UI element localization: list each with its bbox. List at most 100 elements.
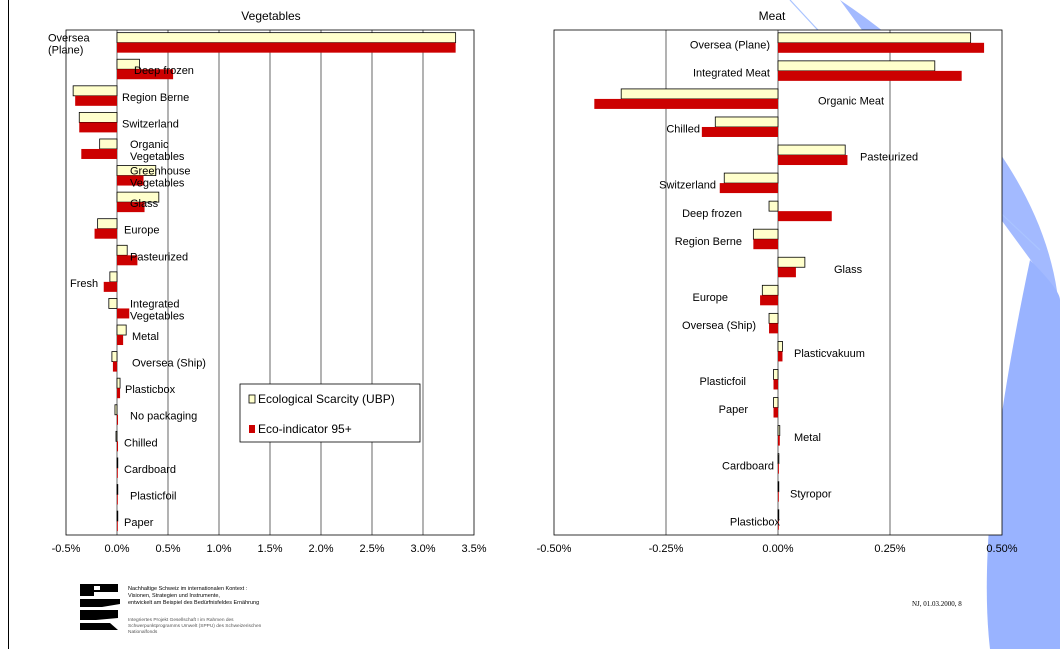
footer-line: entwickelt am Beispiel des Bedürfnisfeld… bbox=[128, 600, 260, 606]
bar-ubp bbox=[777, 32, 972, 44]
bar-eco bbox=[117, 69, 174, 80]
category-label: Deep frozen bbox=[134, 65, 194, 77]
chart-title: Meat bbox=[759, 9, 786, 23]
bar-eco bbox=[117, 202, 145, 213]
bar-ubp bbox=[78, 111, 118, 123]
bar-eco bbox=[75, 95, 117, 106]
bar-eco bbox=[778, 491, 779, 502]
footer-line: Schwerpunktprogramms Umwelt (SPPU) des S… bbox=[128, 624, 262, 629]
category-label: Metal bbox=[132, 331, 159, 343]
bar-ubp bbox=[116, 244, 128, 256]
bar-ubp bbox=[777, 453, 780, 465]
bar-ubp bbox=[109, 271, 118, 283]
legend-swatch-ubp bbox=[248, 394, 256, 404]
x-tick-label: 0.50% bbox=[986, 543, 1017, 555]
project-logo bbox=[80, 584, 120, 630]
bar-ubp bbox=[99, 138, 118, 150]
category-labels: Oversea(Plane) Deep frozen Region Berne Swi… bbox=[48, 33, 206, 529]
x-tick-label: 2.5% bbox=[359, 543, 384, 555]
category-label: Organic Meat bbox=[818, 96, 884, 108]
bar-eco bbox=[773, 379, 778, 390]
category-label: Europe bbox=[124, 225, 159, 237]
bar-eco bbox=[117, 521, 118, 532]
category-label: Vegetables bbox=[130, 178, 185, 190]
category-label: Organic bbox=[130, 139, 169, 151]
bar-ubp bbox=[777, 144, 846, 156]
bar-eco bbox=[117, 441, 119, 452]
bar-ubp bbox=[115, 430, 118, 442]
bar-ubp bbox=[108, 298, 118, 309]
x-tick-label: -0.5% bbox=[52, 543, 81, 555]
bar-ubp bbox=[714, 116, 779, 128]
category-label: Oversea (Plane) bbox=[690, 39, 770, 51]
category-label: Oversea (Ship) bbox=[682, 320, 756, 332]
category-label: Fresh bbox=[70, 278, 98, 290]
bar-eco bbox=[769, 323, 778, 334]
bar-eco bbox=[103, 281, 117, 292]
x-tick-label: 0.0% bbox=[104, 543, 129, 555]
category-label: Integrated Meat bbox=[693, 67, 770, 79]
category-label: Europe bbox=[693, 292, 728, 304]
bar-eco bbox=[778, 435, 780, 446]
category-label: Cardboard bbox=[124, 464, 176, 476]
bar-ubp bbox=[752, 228, 779, 240]
category-label: Plasticbox bbox=[730, 516, 781, 528]
x-tick-label: 0.25% bbox=[874, 543, 905, 555]
grid-lines bbox=[665, 30, 891, 535]
bar-eco bbox=[94, 228, 117, 239]
bar-eco bbox=[778, 351, 783, 362]
category-label: Switzerland bbox=[122, 118, 179, 130]
bar-eco bbox=[117, 494, 118, 505]
bar-ubp bbox=[768, 312, 779, 324]
bars-group bbox=[594, 32, 985, 530]
category-label: (Plane) bbox=[48, 45, 83, 57]
bar-ubp bbox=[116, 484, 119, 495]
x-tick-label: 2.0% bbox=[308, 543, 333, 555]
bar-eco bbox=[112, 361, 117, 372]
category-label: Paper bbox=[124, 517, 154, 529]
bar-ubp bbox=[72, 85, 118, 97]
bar-ubp bbox=[620, 88, 779, 100]
meat-chart: Meat Oversea (Plane) Integrated Meat Organ… bbox=[537, 9, 1018, 555]
bar-eco bbox=[594, 98, 778, 109]
footer-line: Nachhaltige Schweiz im internationalen K… bbox=[128, 586, 248, 592]
category-label: Glass bbox=[130, 198, 159, 210]
bar-eco bbox=[117, 414, 119, 425]
category-label: Switzerland bbox=[659, 180, 716, 192]
category-label: Chilled bbox=[124, 437, 158, 449]
bar-eco bbox=[117, 42, 456, 53]
slide-border-line bbox=[8, 0, 9, 649]
category-labels: Oversea (Plane) Integrated Meat Organic Me… bbox=[659, 39, 918, 528]
bar-eco bbox=[117, 335, 124, 346]
category-label: Styropor bbox=[790, 488, 832, 500]
bar-eco bbox=[117, 255, 138, 266]
bar-ubp bbox=[777, 60, 936, 72]
category-label: Glass bbox=[834, 264, 863, 276]
footer-line: Visionen, Strategien und Instrumente, bbox=[128, 593, 220, 599]
vegetables-chart: Vegetables Oversea(Plane) Deep frozen Regi… bbox=[48, 9, 487, 555]
bar-eco bbox=[778, 519, 779, 530]
category-label: Deep frozen bbox=[682, 208, 742, 220]
category-label: Oversea bbox=[48, 33, 90, 45]
x-tick-label: 0.5% bbox=[155, 543, 180, 555]
bar-ubp bbox=[773, 397, 779, 408]
bar-ubp bbox=[116, 32, 457, 44]
x-tick-label: -0.50% bbox=[537, 543, 572, 555]
legend-box bbox=[239, 383, 421, 443]
category-label: Region Berne bbox=[122, 92, 189, 104]
category-label: Oversea (Ship) bbox=[132, 358, 206, 370]
x-tick-label: -0.25% bbox=[649, 543, 684, 555]
category-label: Pasteurized bbox=[130, 251, 188, 263]
chart-title: Vegetables bbox=[241, 9, 300, 23]
category-label: Integrated bbox=[130, 298, 180, 310]
legend-label-ubp: Ecological Scarcity (UBP) bbox=[258, 392, 395, 406]
legend-swatch-eco bbox=[249, 425, 255, 433]
category-label: Plasticfoil bbox=[700, 376, 746, 388]
bar-ubp bbox=[97, 218, 118, 230]
bar-ubp bbox=[116, 377, 121, 389]
bar-eco bbox=[117, 467, 118, 478]
x-tick-labels: -0.5% 0.0% 0.5% 1.0% 1.5% 2.0% 2.5% 3.0% 3.5% bbox=[52, 543, 487, 555]
bar-ubp bbox=[114, 404, 118, 416]
bar-eco bbox=[117, 388, 121, 399]
bar-eco bbox=[753, 239, 778, 250]
